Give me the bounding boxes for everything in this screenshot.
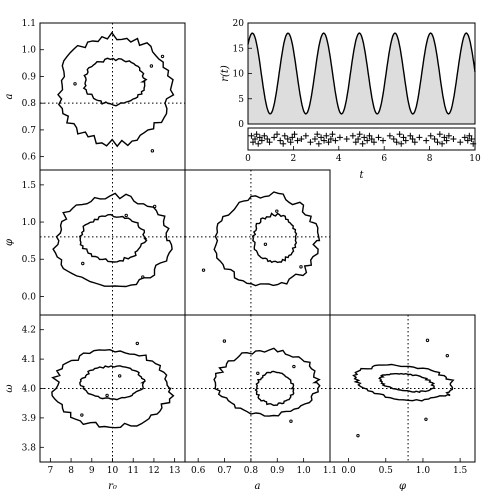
omega_vs_a-xtick-label: 1.0 bbox=[296, 466, 311, 476]
a_vs_r0-ytick-label: 0.7 bbox=[22, 126, 37, 136]
phi_vs_r0-ytick-label: 1.5 bbox=[22, 181, 37, 191]
omega_vs_phi-contour-inner bbox=[378, 372, 436, 394]
omega_vs_phi-xtick-label: 1.5 bbox=[453, 466, 468, 476]
phi_vs_r0-contour-island bbox=[124, 213, 128, 218]
event-xtick-label: 10 bbox=[469, 154, 481, 164]
phi_vs_a-contour-island bbox=[263, 242, 268, 246]
r_of_t-ytick-label: 10 bbox=[233, 70, 245, 80]
omega_vs_r0-contour-island bbox=[80, 413, 84, 417]
omega_vs_a-contour-island bbox=[289, 419, 293, 423]
r_of_t-ytick-label: 15 bbox=[233, 44, 245, 54]
phi_vs_a-contour-island bbox=[275, 209, 279, 213]
omega_vs_r0-contour-island bbox=[118, 374, 122, 378]
phi_vs_r0-contour-outer bbox=[52, 192, 173, 288]
omega_vs_r0-xtick-label: 10 bbox=[107, 466, 119, 476]
a_vs_r0-ytick-label: 0.9 bbox=[22, 72, 37, 82]
omega_vs_phi-contour-outer bbox=[352, 363, 455, 402]
omega_vs_r0-contour-island bbox=[135, 341, 139, 346]
omega_vs_r0-ytick-label: 3.9 bbox=[22, 414, 37, 424]
phi_vs_a-contour-inner bbox=[251, 212, 298, 264]
omega_vs_phi-contour-island bbox=[445, 353, 450, 358]
phi_vs_r0-ytick-label: 0.0 bbox=[22, 292, 37, 302]
omega_vs_a-contour-inner bbox=[254, 370, 295, 407]
a_vs_r0-ylabel: a bbox=[4, 93, 15, 99]
omega_vs_a-xtick-label: 0.8 bbox=[244, 466, 259, 476]
omega_vs_a-xtick-label: 0.9 bbox=[270, 466, 285, 476]
omega_vs_phi-contour-island bbox=[425, 338, 430, 343]
a_vs_r0-ytick-label: 0.8 bbox=[22, 99, 37, 109]
omega_vs_phi-xtick-label: 0.5 bbox=[379, 466, 394, 476]
omega_vs_a-contour-outer bbox=[213, 347, 321, 417]
event-xtick-label: 6 bbox=[381, 154, 387, 164]
phi_vs_r0-ytick-label: 1.0 bbox=[22, 218, 37, 228]
event-xtick-label: 4 bbox=[336, 154, 342, 164]
omega_vs_r0-xtick-label: 12 bbox=[148, 466, 159, 476]
omega_vs_phi-xtick-label: 0.0 bbox=[341, 466, 356, 476]
omega_vs_a-xtick-label: 1.1 bbox=[323, 466, 337, 476]
omega_vs_a-contour-island bbox=[292, 364, 296, 369]
a_vs_r0-ytick-label: 0.6 bbox=[22, 153, 37, 163]
omega_vs_r0-xtick-label: 8 bbox=[68, 466, 74, 476]
omega_vs_a-xtick-label: 0.7 bbox=[217, 466, 232, 476]
omega_vs_r0-xtick-label: 7 bbox=[47, 466, 53, 476]
omega_vs_r0-ytick-label: 4.1 bbox=[22, 355, 36, 365]
a_vs_r0-contour-island bbox=[73, 82, 77, 86]
event_times-frame bbox=[247, 127, 476, 151]
phi_vs_r0-ytick-label: 0.5 bbox=[22, 255, 37, 265]
omega_vs_r0-ytick-label: 4.0 bbox=[22, 385, 37, 395]
event-xtick-label: 8 bbox=[427, 154, 433, 164]
rate-fill bbox=[248, 33, 475, 124]
omega_vs_phi-contour-island bbox=[356, 433, 360, 438]
phi_vs_r0-contour-island bbox=[141, 275, 145, 279]
phi_vs_a-frame bbox=[184, 169, 331, 316]
event-xtick-label: 2 bbox=[291, 154, 297, 164]
r_of_t-ytick-label: 20 bbox=[233, 19, 245, 29]
omega_vs_phi-xlabel: φ bbox=[399, 481, 406, 492]
omega_vs_r0-ytick-label: 3.8 bbox=[22, 443, 37, 453]
event-xtick-label: 0 bbox=[245, 154, 251, 164]
r_of_t-xlabel: t bbox=[359, 170, 364, 181]
phi_vs_a-contour-outer bbox=[213, 191, 321, 287]
phi_vs_a-contour-island bbox=[299, 265, 303, 269]
omega_vs_r0-xlabel: r₀ bbox=[108, 481, 117, 492]
phi_vs_r0-contour-island bbox=[81, 261, 85, 266]
omega_vs_r0-ytick-label: 4.2 bbox=[22, 326, 36, 336]
r_of_t-ytick-label: 5 bbox=[238, 95, 244, 105]
phi_vs_r0-ylabel: φ bbox=[4, 239, 15, 246]
omega_vs_a-xlabel: a bbox=[255, 481, 261, 492]
a_vs_r0-ytick-label: 1.0 bbox=[22, 46, 37, 56]
omega_vs_r0-xtick-label: 11 bbox=[127, 466, 138, 476]
phi_vs_r0-contour-inner bbox=[79, 213, 148, 263]
a_vs_r0-contour-inner bbox=[82, 57, 148, 107]
a_vs_r0-ytick-label: 1.1 bbox=[22, 19, 36, 29]
r_of_t-ytick-label: 0 bbox=[238, 120, 244, 130]
omega_vs_r0-ylabel: ω bbox=[4, 384, 15, 392]
rate-line bbox=[247, 32, 476, 115]
omega_vs_a-contour-island bbox=[256, 371, 260, 375]
omega_vs_r0-xtick-label: 13 bbox=[169, 466, 181, 476]
phi_vs_a-contour-island bbox=[201, 268, 206, 272]
omega_vs_a-xtick-label: 0.6 bbox=[191, 466, 206, 476]
omega_vs_phi-xtick-label: 1.0 bbox=[416, 466, 431, 476]
a_vs_r0-contour-island bbox=[160, 54, 165, 59]
omega_vs_phi-contour-island bbox=[424, 417, 428, 421]
a_vs_r0-contour-outer bbox=[57, 31, 175, 148]
omega_vs_r0-contour-island bbox=[105, 393, 109, 398]
a_vs_r0-contour-island bbox=[150, 149, 155, 153]
a_vs_r0-contour-island bbox=[149, 64, 154, 68]
phi_vs_r0-contour-island bbox=[152, 204, 157, 209]
omega_vs_r0-contour-outer bbox=[51, 348, 175, 429]
omega_vs_r0-contour-inner bbox=[79, 365, 146, 401]
omega_vs_a-contour-island bbox=[222, 339, 227, 343]
omega_vs_r0-xtick-label: 9 bbox=[89, 466, 95, 476]
r_of_t-ylabel: r(t) bbox=[220, 65, 231, 82]
omega_vs_phi-frame bbox=[329, 314, 476, 463]
